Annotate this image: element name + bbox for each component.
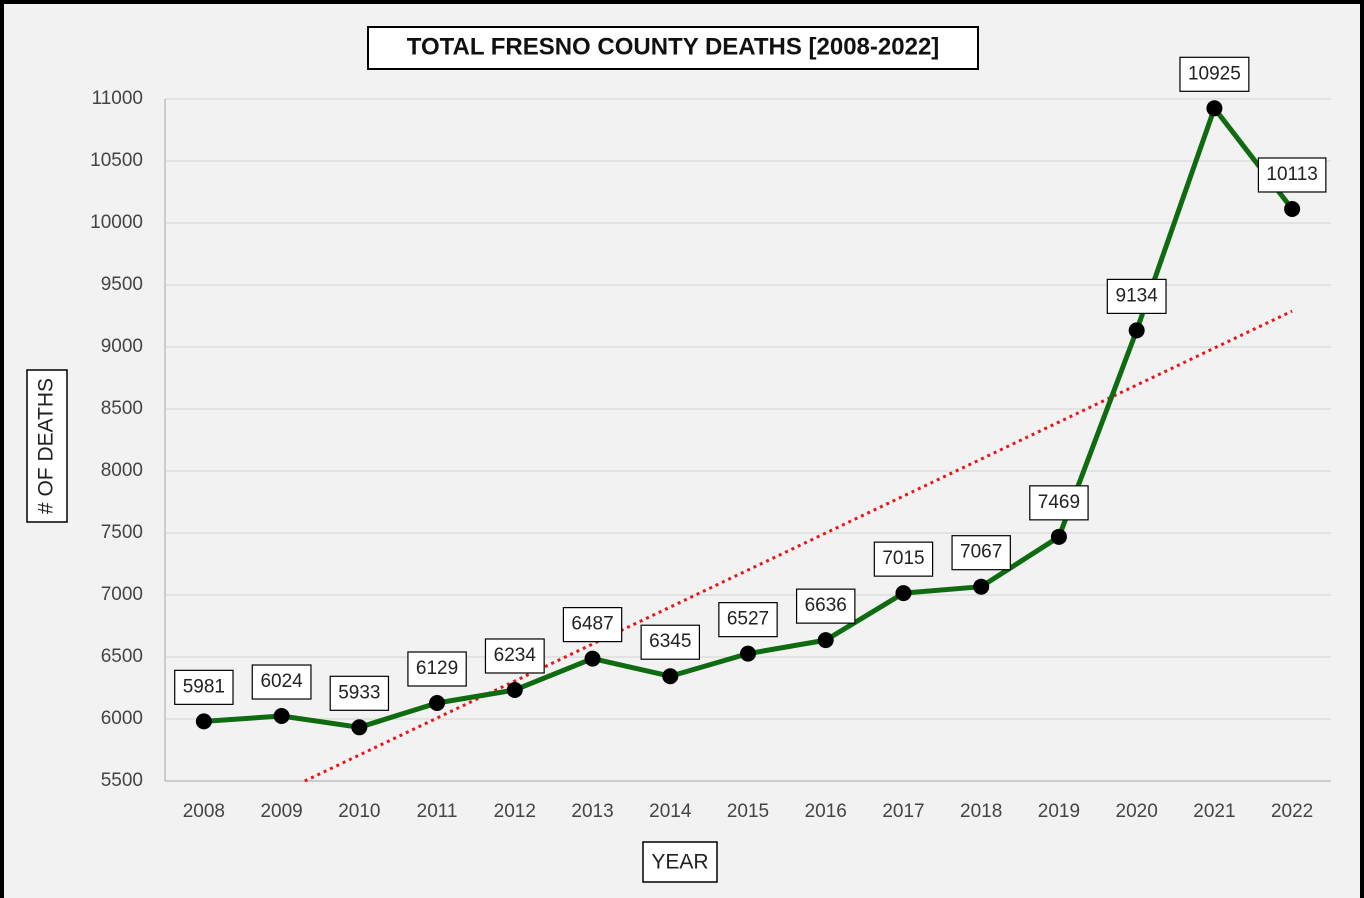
data-label: 5981	[183, 676, 225, 697]
x-tick-label: 2017	[882, 801, 924, 822]
y-tick-label: 7500	[101, 522, 143, 543]
trendline	[304, 309, 1293, 783]
chart-title: TOTAL FRESNO COUNTY DEATHS [2008-2022]	[407, 33, 940, 60]
data-label-box	[1106, 278, 1167, 314]
x-tick-label: 2022	[1271, 801, 1313, 822]
x-tick-label: 2010	[338, 801, 380, 822]
y-tick-label: 8000	[101, 460, 143, 481]
x-tick-label: 2009	[260, 801, 302, 822]
y-tick-label: 7000	[101, 584, 143, 605]
x-tick-label: 2013	[571, 801, 613, 822]
data-label-box	[251, 664, 312, 700]
x-tick-label: 2012	[494, 801, 536, 822]
x-tick-label: 2019	[1038, 801, 1080, 822]
data-label-box	[174, 669, 234, 705]
data-label-box	[329, 675, 390, 711]
data-label: 10925	[1188, 63, 1241, 84]
data-label-box	[795, 588, 856, 624]
x-tick-label: 2018	[960, 801, 1002, 822]
data-label-box	[951, 535, 1011, 571]
marker	[740, 645, 756, 662]
data-label-box	[1029, 485, 1089, 521]
marker	[662, 668, 679, 685]
y-tick-label: 6000	[101, 708, 143, 729]
x-tick-label: 2008	[183, 801, 225, 822]
marker	[351, 719, 368, 736]
x-tick-label: 2016	[805, 801, 847, 822]
marker	[429, 695, 446, 712]
marker	[584, 650, 601, 667]
data-label: 7469	[1038, 492, 1080, 513]
y-tick-label: 11000	[92, 88, 143, 109]
marker	[1128, 322, 1145, 339]
data-label: 7015	[882, 548, 924, 569]
y-tick-label: 10000	[90, 212, 143, 233]
marker	[1050, 528, 1067, 545]
data-label: 6234	[494, 645, 537, 666]
data-label: 7067	[960, 542, 1002, 563]
x-label-box	[642, 841, 718, 883]
y-tick-label: 5500	[101, 770, 143, 791]
marker	[1284, 200, 1301, 217]
marker	[273, 708, 290, 725]
x-tick-label: 2021	[1193, 801, 1235, 822]
y-tick-label: 8500	[101, 398, 143, 419]
title-box	[367, 26, 979, 70]
y-tick-label: 9500	[101, 274, 143, 295]
data-label-box	[1257, 157, 1327, 193]
data-label: 9134	[1116, 285, 1159, 306]
y-axis-label: # OF DEATHS	[35, 378, 58, 514]
data-label-box	[718, 602, 778, 638]
y-tick-label: 6500	[101, 646, 143, 667]
x-tick-label: 2014	[649, 801, 692, 822]
x-tick-label: 2015	[727, 801, 769, 822]
marker	[973, 578, 990, 595]
marker	[195, 713, 212, 730]
x-axis-label: YEAR	[651, 851, 708, 874]
data-label: 10113	[1266, 164, 1317, 185]
background	[4, 4, 1360, 898]
data-label: 6636	[805, 595, 847, 616]
data-label-box	[873, 541, 934, 577]
x-tick-label: 2020	[1116, 801, 1158, 822]
data-label-box	[562, 607, 623, 643]
data-label-box	[1179, 56, 1250, 92]
data-label: 6487	[571, 614, 613, 635]
data-label: 6345	[649, 631, 691, 652]
marker	[895, 585, 912, 602]
y-tick-label: 10500	[90, 150, 143, 171]
data-label: 5933	[338, 682, 380, 703]
data-label-box	[484, 638, 545, 674]
marker	[506, 681, 523, 698]
data-label-box	[640, 624, 701, 660]
x-tick-label: 2011	[417, 801, 458, 822]
data-label-box	[407, 651, 467, 687]
marker	[817, 632, 834, 649]
data-label: 6129	[416, 658, 458, 679]
data-label: 6527	[727, 609, 769, 630]
data-label: 6024	[260, 671, 303, 692]
y-label-box	[26, 369, 68, 523]
marker	[1206, 100, 1223, 117]
y-tick-label: 9000	[101, 336, 143, 357]
